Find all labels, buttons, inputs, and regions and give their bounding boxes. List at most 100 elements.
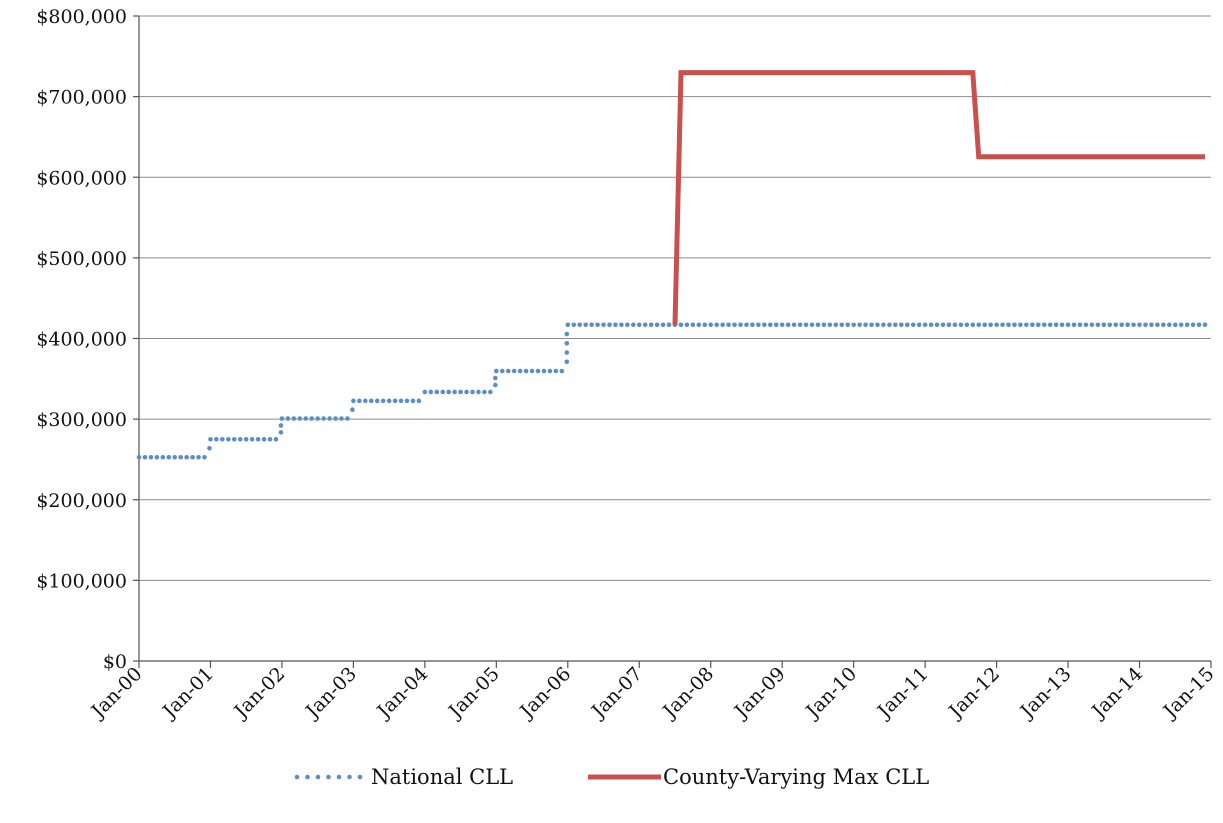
national-cll-point: [1196, 322, 1202, 328]
legend-swatch-dot: [326, 774, 331, 780]
national-cll-point: [476, 389, 481, 395]
national-cll-point: [452, 389, 457, 395]
national-cll-point: [434, 389, 440, 395]
x-tick-label: Jan-07: [586, 663, 647, 724]
national-cll-point: [797, 322, 803, 328]
national-cll-point: [422, 389, 428, 395]
national-cll-point: [1119, 322, 1124, 328]
national-cll-point: [636, 322, 642, 328]
national-cll-point: [1143, 322, 1148, 328]
national-cll-point: [1065, 322, 1071, 328]
national-cll-point: [642, 322, 648, 328]
national-cll-point: [321, 416, 326, 421]
national-cll-point: [767, 322, 773, 328]
series-layer: [136, 70, 1208, 460]
national-cll-point: [148, 454, 154, 460]
national-cll-point: [553, 368, 559, 374]
national-cll-point: [869, 322, 874, 328]
national-cll-point: [564, 359, 570, 365]
national-cll-point: [1167, 322, 1172, 328]
national-cll-point: [1202, 322, 1208, 328]
national-cll-point: [190, 454, 195, 460]
national-cll-point: [1184, 322, 1190, 328]
national-cll-point: [237, 436, 243, 442]
national-cll-point: [470, 389, 475, 395]
national-cll-point: [494, 368, 499, 374]
national-cll-point: [493, 382, 498, 388]
national-cll-point: [803, 322, 809, 328]
national-cll-point: [726, 322, 731, 328]
national-cll-point: [564, 350, 570, 355]
legend-swatch-dot: [347, 774, 352, 780]
x-tick-label: Jan-15: [1158, 663, 1219, 724]
national-cll-point: [809, 322, 815, 328]
national-cll-point: [1006, 322, 1011, 328]
national-cll-point: [535, 368, 541, 374]
y-tick-label: $200,000: [36, 490, 127, 512]
national-cll-point: [350, 407, 355, 412]
national-cll-point: [142, 454, 148, 460]
national-cll-point: [696, 322, 702, 328]
national-cll-point: [994, 322, 999, 328]
national-cll-point: [440, 389, 446, 395]
national-cll-point: [458, 389, 463, 395]
national-cll-point: [202, 454, 207, 460]
national-cll-point: [208, 436, 213, 442]
national-cll-point: [523, 368, 529, 374]
national-cll-point: [833, 322, 839, 328]
national-cll-point: [922, 322, 928, 328]
national-cll-point: [368, 398, 374, 404]
national-cll-point: [1137, 322, 1142, 328]
national-cll-point: [488, 389, 493, 395]
national-cll-point: [505, 368, 511, 374]
national-cll-point: [982, 322, 987, 328]
national-cll-point: [333, 416, 338, 421]
national-cll-point: [815, 322, 821, 328]
national-cll-point: [988, 322, 993, 328]
national-cll-point: [976, 322, 982, 328]
national-cll-point: [1035, 322, 1041, 328]
national-cll-point: [851, 322, 856, 328]
national-cll-point: [1024, 322, 1029, 328]
legend-swatch-dot: [305, 774, 310, 780]
national-cll-point: [1131, 322, 1136, 328]
series-county-varying-max-cll: [672, 70, 1205, 325]
legend-swatch-dot: [294, 774, 300, 780]
national-cll-point: [315, 416, 320, 421]
national-cll-point: [1089, 322, 1095, 328]
national-cll-point: [607, 322, 612, 328]
national-cll-point: [249, 436, 255, 442]
national-cll-point: [196, 454, 201, 460]
national-cll-point: [1041, 322, 1047, 328]
national-cll-point: [589, 322, 594, 328]
x-tick-label: Jan-05: [443, 663, 504, 724]
x-tick-label: Jan-02: [229, 663, 290, 724]
legend-label-county-varying-max-cll: County-Varying Max CLL: [663, 765, 929, 789]
y-tick-label: $700,000: [36, 87, 127, 109]
national-cll-point: [648, 322, 654, 328]
national-cll-point: [428, 389, 434, 395]
national-cll-point: [934, 322, 940, 328]
national-cll-point: [1071, 322, 1077, 328]
national-cll-point: [327, 416, 332, 421]
national-cll-point: [285, 416, 291, 421]
national-cll-point: [297, 416, 303, 421]
national-cll-point: [357, 398, 362, 404]
national-cll-point: [779, 322, 785, 328]
national-cll-point: [220, 436, 225, 442]
national-cll-point: [1053, 322, 1059, 328]
national-cll-point: [952, 322, 958, 328]
national-cll-point: [910, 322, 916, 328]
national-cll-point: [404, 398, 410, 404]
national-cll-point: [559, 368, 565, 374]
national-cll-point: [482, 389, 487, 395]
national-cll-point: [666, 322, 672, 328]
national-cll-point: [857, 322, 862, 328]
national-cll-point: [184, 454, 189, 460]
national-cll-point: [791, 322, 797, 328]
national-cll-point: [821, 322, 827, 328]
x-tick-label: Jan-13: [1015, 663, 1076, 724]
national-cll-point: [309, 416, 315, 421]
national-cll-point: [708, 322, 714, 328]
national-cll-point: [958, 322, 964, 328]
